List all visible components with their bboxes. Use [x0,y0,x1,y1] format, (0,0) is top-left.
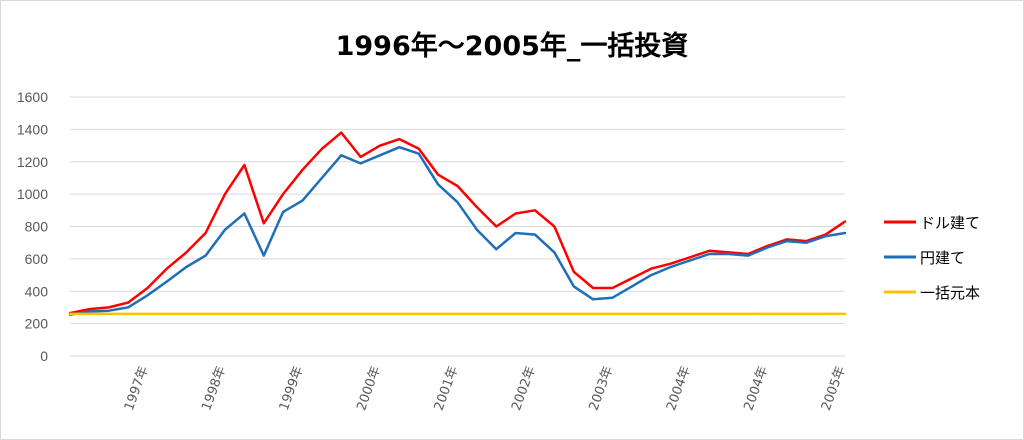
y-tick-label: 1000 [17,186,48,202]
y-tick-label: 1400 [17,121,48,137]
x-tick-label: 2003年 [587,364,617,412]
x-tick-label: 1999年 [277,364,307,412]
x-tick-label: 2004年 [664,364,694,412]
series-line [68,145,847,316]
legend-label: 円建て [920,249,965,267]
y-tick-label: 800 [25,219,49,235]
x-tick-label: 2004年 [741,364,771,412]
chart-title: 1996年～2005年_一括投資 [335,31,689,62]
x-tick-label: 2002年 [509,364,539,412]
legend-label: 一括元本 [920,284,980,302]
y-tick-label: 200 [25,316,49,332]
y-tick-label: 1600 [17,89,48,105]
legend-label: ドル建て [920,214,980,232]
y-tick-label: 0 [40,348,48,364]
x-tick-label: 2005年 [819,364,849,412]
y-tick-label: 1200 [17,154,48,170]
series-line [68,131,847,315]
x-tick-label: 1997年 [122,364,152,412]
y-tick-label: 600 [25,251,49,267]
x-tick-label: 2000年 [354,364,384,412]
x-tick-label: 2001年 [432,364,462,412]
y-tick-label: 400 [25,283,49,299]
x-tick-label: 1998年 [199,364,229,412]
